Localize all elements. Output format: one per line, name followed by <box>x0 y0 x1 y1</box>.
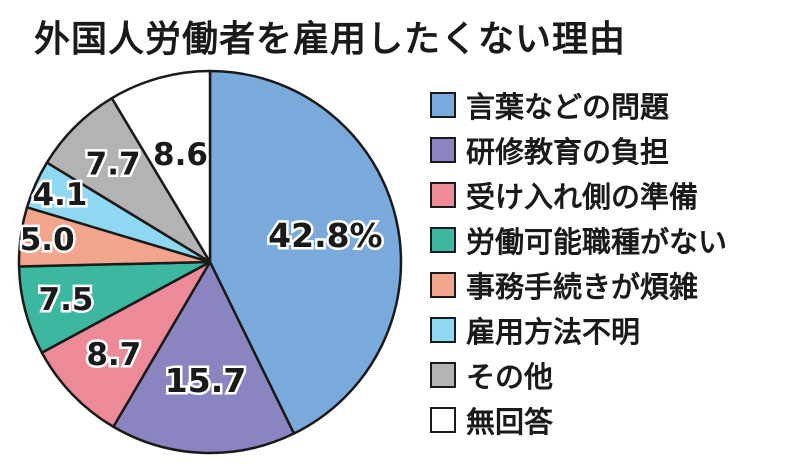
legend-swatch <box>430 406 456 433</box>
legend-swatch <box>430 271 456 298</box>
legend-item-training: 研修教育の負担 <box>430 127 727 172</box>
legend-item-no-answer: 無回答 <box>430 397 727 442</box>
legend-label: その他 <box>466 359 554 394</box>
legend-item-hiring-method: 雇用方法不明 <box>430 307 727 352</box>
slice-value-label: 5.0 <box>20 222 75 258</box>
legend-label: 事務手続きが煩雑 <box>466 269 699 304</box>
legend-swatch <box>430 136 456 163</box>
legend-swatch <box>430 226 456 253</box>
legend-label: 労働可能職種がない <box>466 224 728 259</box>
pie-slice <box>40 260 212 429</box>
legend-item-other: その他 <box>430 352 727 397</box>
legend-label: 受け入れ側の準備 <box>466 179 699 214</box>
slice-value-label: 8.7 <box>86 337 141 373</box>
slice-value-label: 15.7 <box>165 361 246 400</box>
slice-value-label: 7.5 <box>39 282 94 318</box>
legend-item-no-job-types: 労働可能職種がない <box>430 217 727 262</box>
pie-slice <box>112 260 296 455</box>
slice-value-label: 7.7 <box>86 146 141 182</box>
legend-label: 無回答 <box>466 404 554 439</box>
slice-value-label: 42.8% <box>268 216 383 255</box>
legend-label: 研修教育の負担 <box>466 134 670 169</box>
pie-slice <box>110 69 212 264</box>
legend-item-preparation: 受け入れ側の準備 <box>430 172 727 217</box>
legend-label: 雇用方法不明 <box>466 314 641 349</box>
pie-slice <box>45 96 212 264</box>
legend-item-language: 言葉などの問題 <box>430 82 727 127</box>
legend-swatch <box>430 181 456 208</box>
legend: 言葉などの問題 研修教育の負担 受け入れ側の準備 労働可能職種がない 事務手続き… <box>430 82 727 442</box>
slice-value-label: 4.1 <box>32 177 87 213</box>
pie-slice <box>208 69 403 435</box>
legend-swatch <box>430 91 456 118</box>
legend-label: 言葉などの問題 <box>466 89 670 124</box>
slice-value-label: 8.6 <box>153 137 208 173</box>
legend-swatch <box>430 361 456 388</box>
legend-item-paperwork: 事務手続きが煩雑 <box>430 262 727 307</box>
chart-title: 外国人労働者を雇用したくない理由 <box>34 19 627 60</box>
legend-swatch <box>430 316 456 343</box>
